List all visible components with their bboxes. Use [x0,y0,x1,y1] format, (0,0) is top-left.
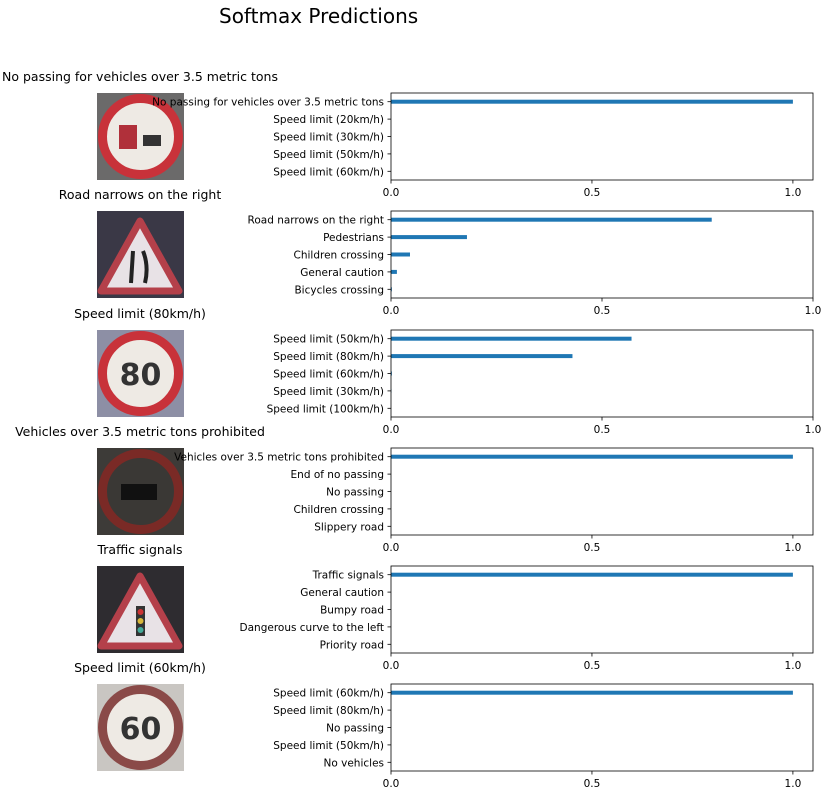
bar [391,573,793,577]
axes-frame [391,684,813,771]
y-tick-label: Speed limit (80km/h) [273,705,384,717]
y-tick-label: Speed limit (100km/h) [267,403,384,415]
y-tick-label: Children crossing [294,504,385,516]
x-tick-label: 0.0 [383,660,400,672]
x-tick-label: 0.0 [383,187,400,199]
sign-title: Traffic signals [0,542,280,557]
x-tick-label: 1.0 [805,305,822,317]
x-tick-label: 1.0 [805,424,822,436]
bar [391,270,397,274]
y-tick-label: Speed limit (60km/h) [273,166,384,178]
sign-title: No passing for vehicles over 3.5 metric … [0,69,280,84]
bar [391,100,793,104]
y-tick-label: Speed limit (20km/h) [273,114,384,126]
bar [391,354,572,358]
bar [391,218,712,222]
y-tick-label: Traffic signals [312,570,384,582]
y-tick-label: General caution [300,587,384,599]
x-tick-label: 1.0 [785,542,802,554]
y-tick-label: End of no passing [291,469,384,481]
y-tick-label: Speed limit (30km/h) [273,386,384,398]
y-tick-label: No passing [326,723,384,735]
y-tick-label: Children crossing [294,250,385,262]
y-tick-label: No vehicles [324,757,384,769]
y-tick-label: Bumpy road [320,605,384,617]
axes-frame [391,330,813,417]
y-tick-label: No passing for vehicles over 3.5 metric … [152,97,384,109]
x-tick-label: 0.5 [594,424,611,436]
y-tick-label: Bicycles crossing [294,284,384,296]
bar [391,691,793,695]
bar [391,455,793,459]
y-tick-label: Road narrows on the right [248,215,384,227]
y-tick-label: Speed limit (50km/h) [273,149,384,161]
y-tick-label: Speed limit (50km/h) [273,740,384,752]
y-tick-label: Speed limit (80km/h) [273,351,384,363]
x-tick-label: 1.0 [785,778,802,790]
axes-frame [391,211,813,298]
x-tick-label: 0.0 [383,305,400,317]
y-tick-label: Vehicles over 3.5 metric tons prohibited [174,452,384,464]
x-tick-label: 0.0 [383,778,400,790]
softmax-bar-chart: Speed limit (60km/h) Speed limit (80km/h)… [0,684,828,800]
bar [391,235,467,239]
sign-title: Speed limit (80km/h) [0,306,280,321]
y-tick-label: Speed limit (60km/h) [273,369,384,381]
y-tick-label: Dangerous curve to the left [240,622,384,634]
bar [391,337,632,341]
y-tick-label: Speed limit (30km/h) [273,132,384,144]
x-tick-label: 1.0 [785,660,802,672]
x-tick-label: 0.5 [584,542,601,554]
y-tick-label: Slippery road [314,521,384,533]
y-tick-label: Speed limit (60km/h) [273,688,384,700]
x-tick-label: 0.0 [383,424,400,436]
sign-title: Vehicles over 3.5 metric tons prohibited [0,424,280,439]
x-tick-label: 0.5 [594,305,611,317]
x-tick-label: 0.5 [584,778,601,790]
sign-title: Speed limit (60km/h) [0,660,280,675]
figure-title: Softmax Predictions [0,4,828,28]
bar [391,253,410,257]
axes-frame [391,566,813,653]
sign-title: Road narrows on the right [0,187,280,202]
x-tick-label: 0.0 [383,542,400,554]
x-tick-label: 1.0 [785,187,802,199]
y-tick-label: Priority road [320,639,384,651]
y-tick-label: General caution [300,267,384,279]
y-tick-label: No passing [326,487,384,499]
x-tick-label: 0.5 [584,660,601,672]
axes-frame [391,93,813,180]
x-tick-label: 0.5 [584,187,601,199]
y-tick-label: Speed limit (50km/h) [273,334,384,346]
y-tick-label: Pedestrians [323,232,384,244]
axes-frame [391,448,813,535]
